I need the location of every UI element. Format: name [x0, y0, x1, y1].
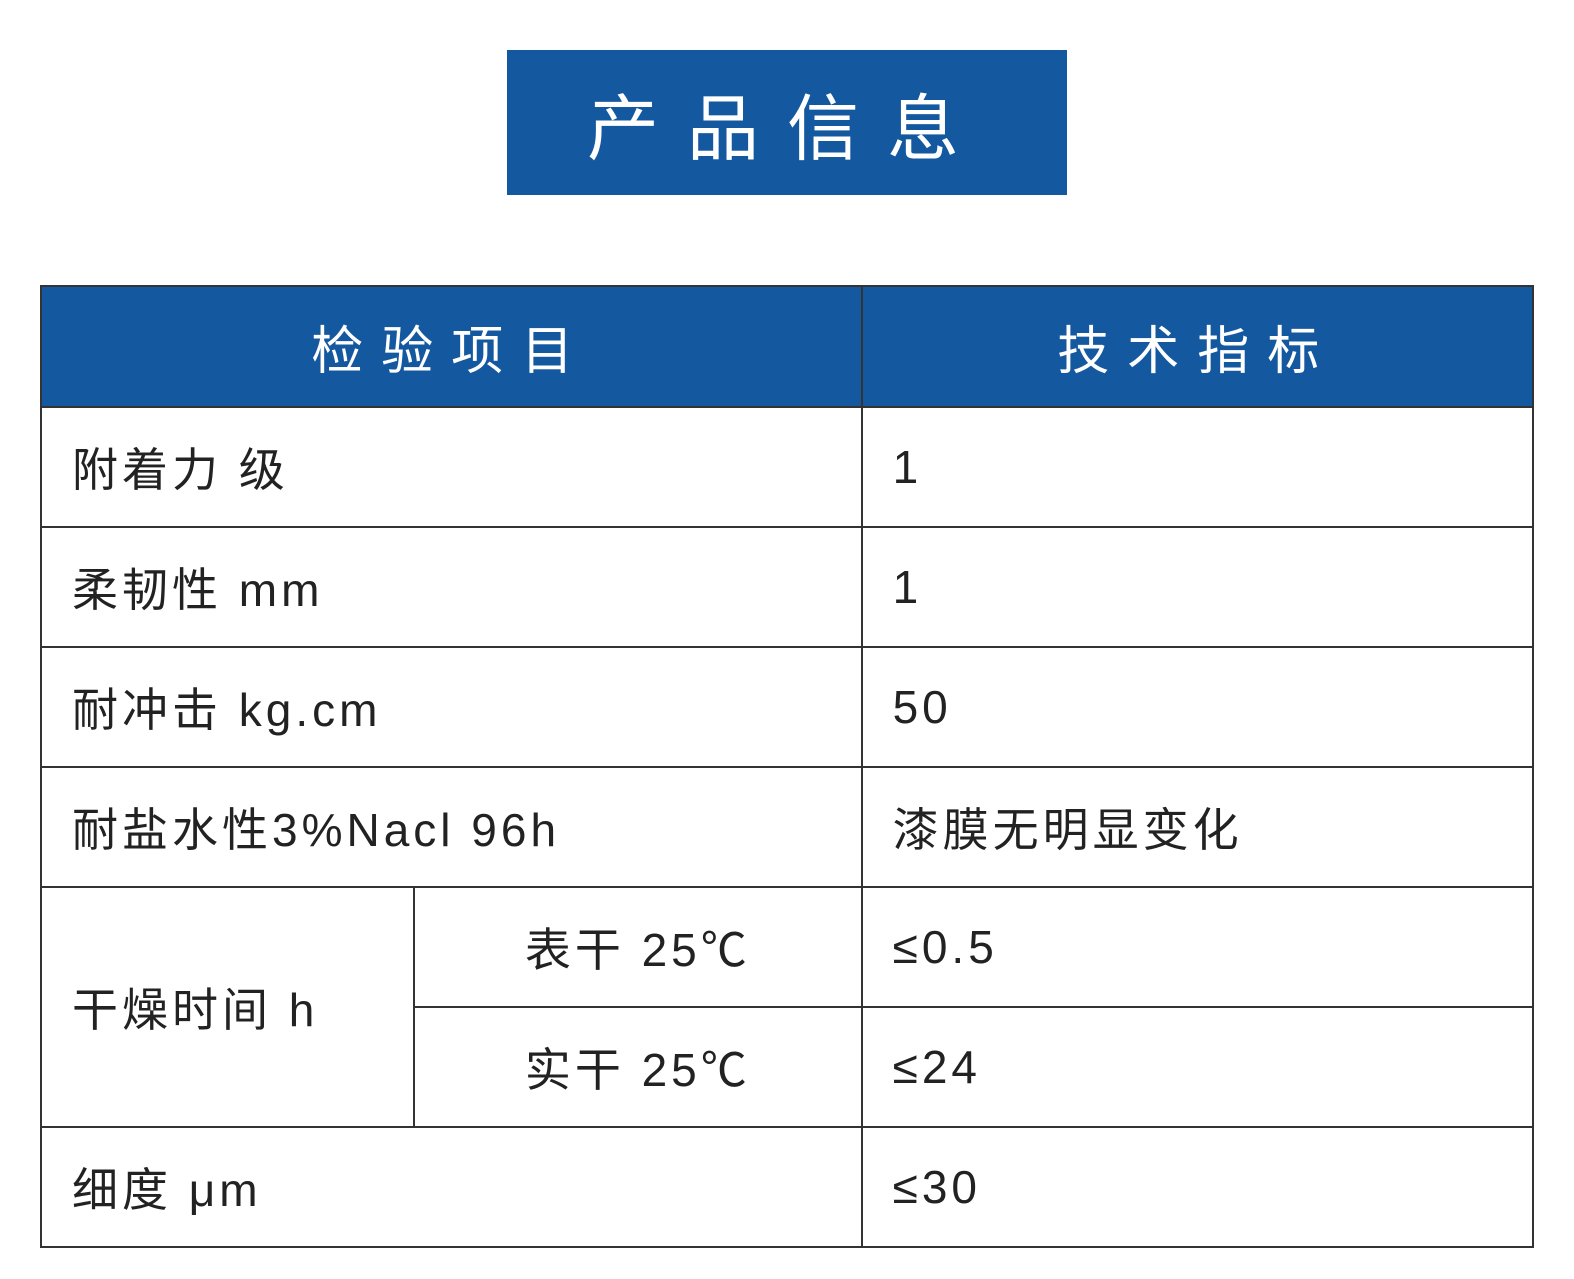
spec-table: 检验项目 技术指标 附着力 级 1 柔韧性 mm 1 耐冲击 kg.cm 50 … — [40, 285, 1534, 1248]
header-technical-spec: 技术指标 — [862, 286, 1533, 407]
cell-item: 细度 μm — [41, 1127, 862, 1247]
cell-value: ≤24 — [862, 1007, 1533, 1127]
table-row: 耐冲击 kg.cm 50 — [41, 647, 1533, 767]
title-container: 产品信息 — [40, 50, 1534, 195]
cell-value: 1 — [862, 527, 1533, 647]
cell-item: 耐盐水性3%Nacl 96h — [41, 767, 862, 887]
cell-sub-surface-dry: 表干 25℃ — [414, 887, 862, 1007]
table-row: 耐盐水性3%Nacl 96h 漆膜无明显变化 — [41, 767, 1533, 887]
page-title: 产品信息 — [507, 50, 1067, 195]
table-row: 柔韧性 mm 1 — [41, 527, 1533, 647]
header-inspection-item: 检验项目 — [41, 286, 862, 407]
cell-value: 1 — [862, 407, 1533, 527]
table-row: 附着力 级 1 — [41, 407, 1533, 527]
cell-sub-full-dry: 实干 25℃ — [414, 1007, 862, 1127]
table-header-row: 检验项目 技术指标 — [41, 286, 1533, 407]
cell-item-drying-time: 干燥时间 h — [41, 887, 414, 1127]
cell-value: ≤30 — [862, 1127, 1533, 1247]
table-row: 干燥时间 h 表干 25℃ ≤0.5 — [41, 887, 1533, 1007]
cell-value: ≤0.5 — [862, 887, 1533, 1007]
cell-value: 50 — [862, 647, 1533, 767]
cell-item: 柔韧性 mm — [41, 527, 862, 647]
cell-item: 附着力 级 — [41, 407, 862, 527]
cell-item: 耐冲击 kg.cm — [41, 647, 862, 767]
cell-value: 漆膜无明显变化 — [862, 767, 1533, 887]
table-row: 细度 μm ≤30 — [41, 1127, 1533, 1247]
